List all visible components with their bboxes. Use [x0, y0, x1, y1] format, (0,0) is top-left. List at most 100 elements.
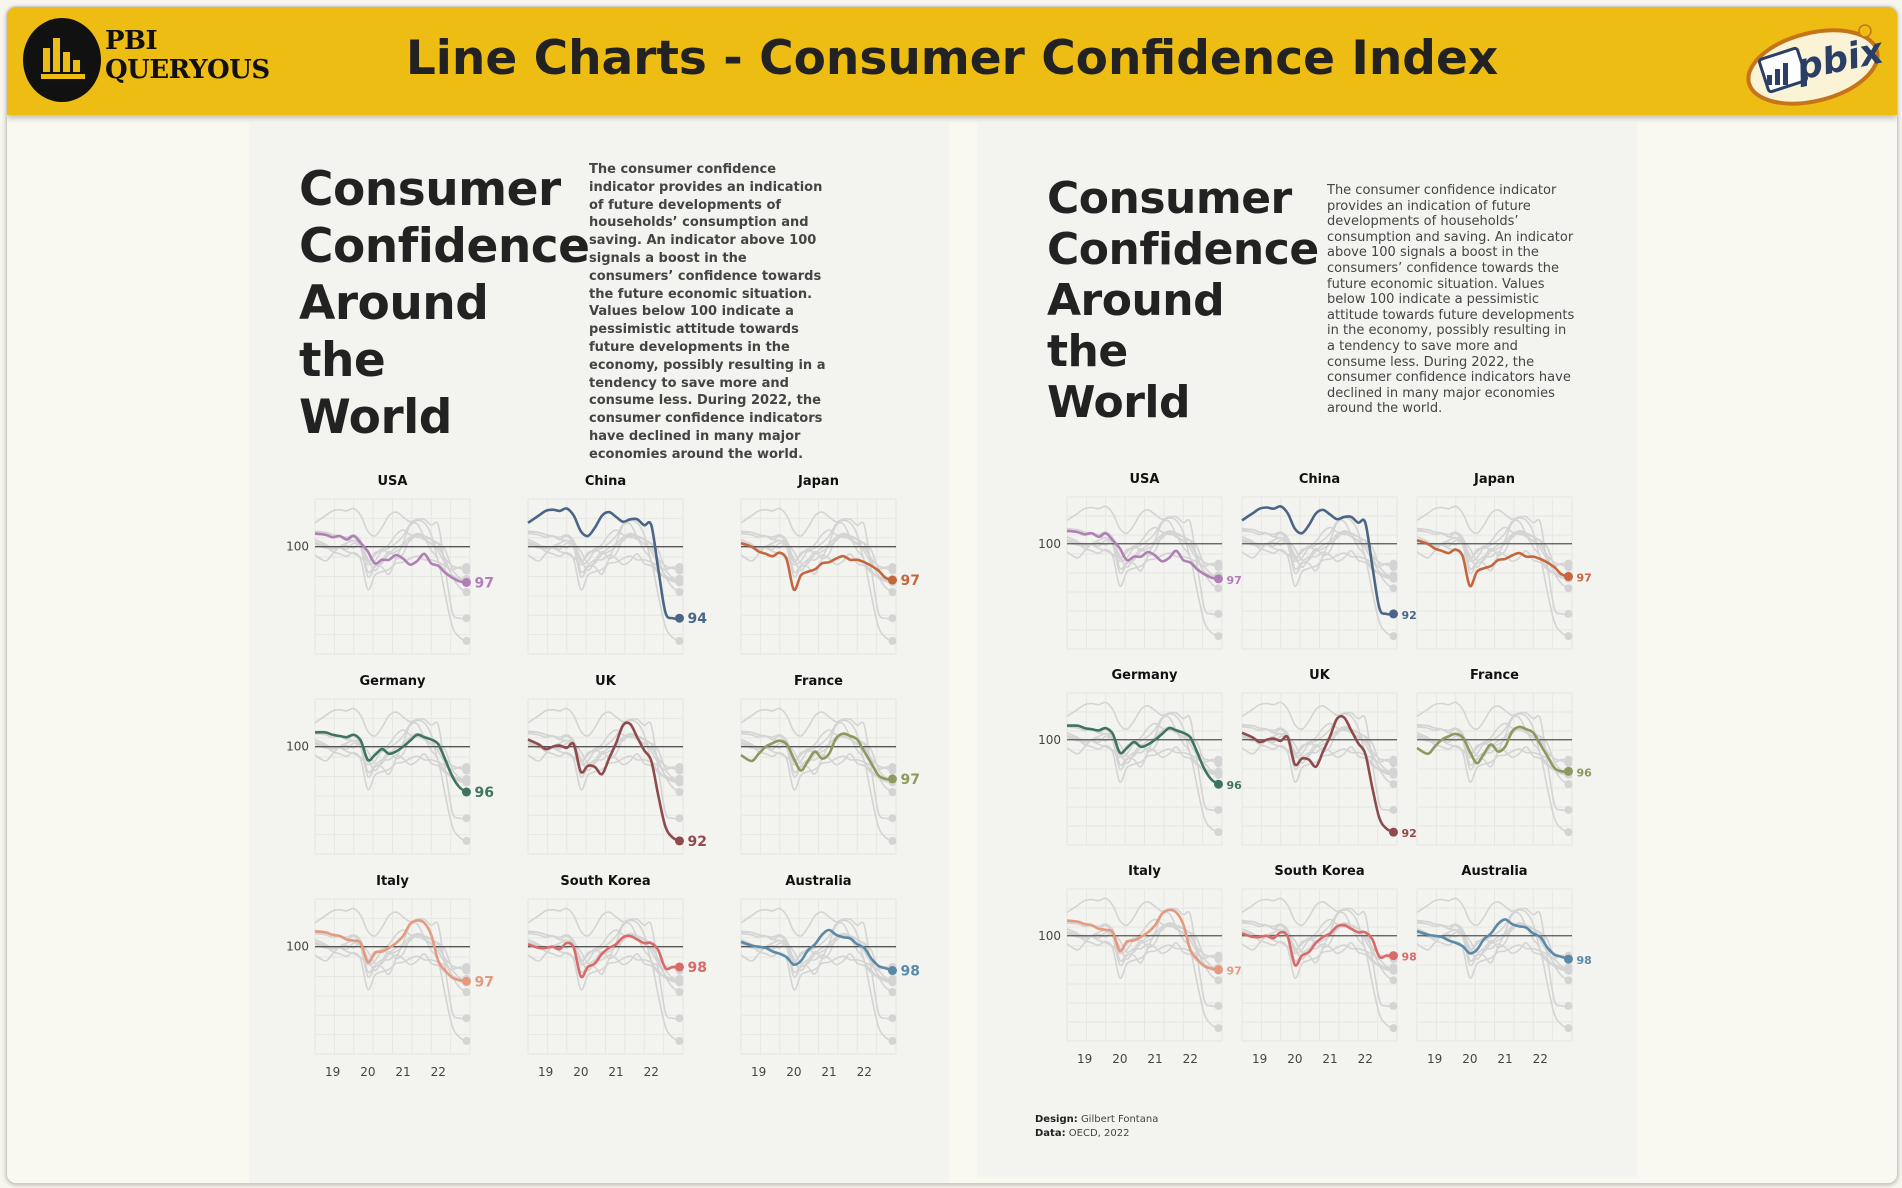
credit-design-value: Gilbert Fontana: [1080, 1114, 1159, 1125]
context-line-australia: [527, 729, 680, 772]
panel-uk: UK 92: [1241, 668, 1417, 846]
x-tick-label: 21: [1322, 1052, 1337, 1066]
context-line-australia: [1066, 918, 1219, 960]
x-tick-label: 22: [1183, 1052, 1198, 1066]
context-line-italy: [740, 919, 893, 983]
x-tick-label: 21: [608, 1065, 623, 1079]
context-end-point-italy: [1389, 965, 1398, 974]
context-line-china: [314, 507, 467, 620]
context-end-point-australia: [888, 566, 897, 575]
context-line-italy: [740, 519, 893, 583]
end-point-south-korea: [674, 962, 684, 972]
x-tick-label: 19: [751, 1065, 766, 1079]
panel-title-south-korea: South Korea: [560, 874, 650, 889]
end-point-australia: [887, 966, 897, 976]
end-point-south-korea: [1388, 951, 1398, 961]
context-line-france: [527, 932, 680, 980]
context-end-point-italy: [1564, 965, 1573, 974]
panel-australia: Australia 98 19 20 21 22: [740, 874, 920, 1079]
context-end-point-china: [675, 814, 684, 823]
logo-line-1: PBI: [105, 26, 158, 56]
context-end-point-germany: [675, 988, 684, 996]
context-end-point-italy: [675, 977, 684, 986]
panel-usa: USA 100 97: [1038, 472, 1242, 650]
context-end-point-germany: [675, 588, 684, 596]
context-end-point-australia: [675, 566, 684, 575]
x-tick-label: 19: [325, 1065, 340, 1079]
panel-italy: Italy 100 97 19 20 21 22: [1038, 864, 1242, 1066]
x-tick-label: 21: [821, 1065, 836, 1079]
context-line-uk: [1416, 715, 1569, 833]
grid: [740, 898, 897, 1055]
series-line-germany: [1066, 724, 1220, 786]
logo-wordmark: PBI QUERYOUS: [105, 27, 270, 85]
end-label-france: 97: [900, 772, 919, 788]
context-end-point-germany: [1389, 780, 1398, 789]
context-line-france: [314, 532, 467, 580]
context-line-china: [1066, 897, 1219, 1008]
end-point-japan: [887, 575, 897, 585]
context-end-point-china: [1214, 805, 1223, 814]
context-line-south-korea: [740, 535, 893, 578]
panel-france: France 97: [740, 674, 920, 855]
report-canvas: PBI QUERYOUS Line Charts - Consumer Conf…: [6, 6, 1898, 1184]
context-end-point-italy: [1214, 769, 1223, 778]
page-title: Line Charts - Consumer Confidence Index: [405, 31, 1499, 86]
panel-title-japan: Japan: [1473, 472, 1515, 487]
context-line-china: [1416, 897, 1569, 1008]
panel-japan: Japan 97: [740, 474, 920, 655]
context-end-point-uk: [1214, 828, 1223, 837]
context-line-japan: [1416, 931, 1569, 979]
context-end-point-australia: [1214, 759, 1223, 768]
panel-title-usa: USA: [1130, 472, 1160, 487]
panel-australia: Australia 98 19 20 21 22: [1416, 864, 1592, 1066]
series-line-japan: [1416, 539, 1569, 588]
x-tick-label: 19: [1252, 1052, 1267, 1066]
grid: [1416, 692, 1573, 846]
context-line-south-korea: [527, 735, 680, 778]
context-line-japan: [740, 942, 893, 991]
series-line-usa: [1066, 529, 1219, 581]
end-label-uk: 92: [687, 834, 706, 850]
end-label-south-korea: 98: [1401, 951, 1416, 964]
context-line-south-korea: [740, 735, 893, 778]
small-multiples-chart-right: USA10097China92Japan97Germany10096UK92Fr…: [1038, 472, 1592, 1066]
context-end-point-australia: [462, 566, 471, 575]
end-label-australia: 98: [1576, 954, 1591, 967]
credit-data-value: OECD, 2022: [1068, 1128, 1130, 1139]
context-line-uk: [740, 921, 893, 1042]
panel-title-france: France: [1470, 668, 1519, 683]
end-label-china: 92: [1401, 609, 1416, 622]
x-tick-label: 22: [857, 1065, 872, 1079]
panel-title-china: China: [585, 474, 626, 489]
context-line-australia: [1066, 526, 1219, 568]
panel-title-south-korea: South Korea: [1274, 864, 1364, 879]
context-line-china: [1241, 897, 1394, 1008]
context-line-uk: [1416, 911, 1569, 1029]
series-line-germany: [314, 730, 468, 794]
x-tick-label: 22: [644, 1065, 659, 1079]
context-line-uk: [527, 521, 680, 642]
end-label-usa: 97: [474, 575, 493, 591]
context-line-japan: [314, 942, 467, 991]
context-end-point-uk: [888, 1036, 897, 1045]
end-point-france: [1563, 766, 1573, 776]
context-end-point-china: [1564, 1001, 1573, 1010]
context-end-point-germany: [888, 788, 897, 796]
end-label-usa: 97: [1226, 574, 1241, 587]
context-end-point-uk: [1564, 828, 1573, 837]
logo-line-2: QUERYOUS: [105, 55, 270, 85]
context-line-china: [1066, 701, 1219, 812]
context-line-france: [1066, 726, 1219, 773]
end-point-japan: [1563, 572, 1573, 582]
infographic-panel-left: Consumer Confidence Around the World The…: [249, 123, 949, 1183]
context-end-point-china: [1389, 1001, 1398, 1010]
context-line-italy: [1416, 517, 1569, 579]
context-line-germany: [1241, 724, 1394, 785]
end-label-germany: 96: [1226, 779, 1242, 792]
context-line-south-korea: [1416, 532, 1569, 575]
context-end-point-australia: [675, 766, 684, 775]
end-point-italy: [461, 976, 471, 986]
context-line-australia: [1416, 526, 1569, 568]
context-line-australia: [314, 529, 467, 572]
